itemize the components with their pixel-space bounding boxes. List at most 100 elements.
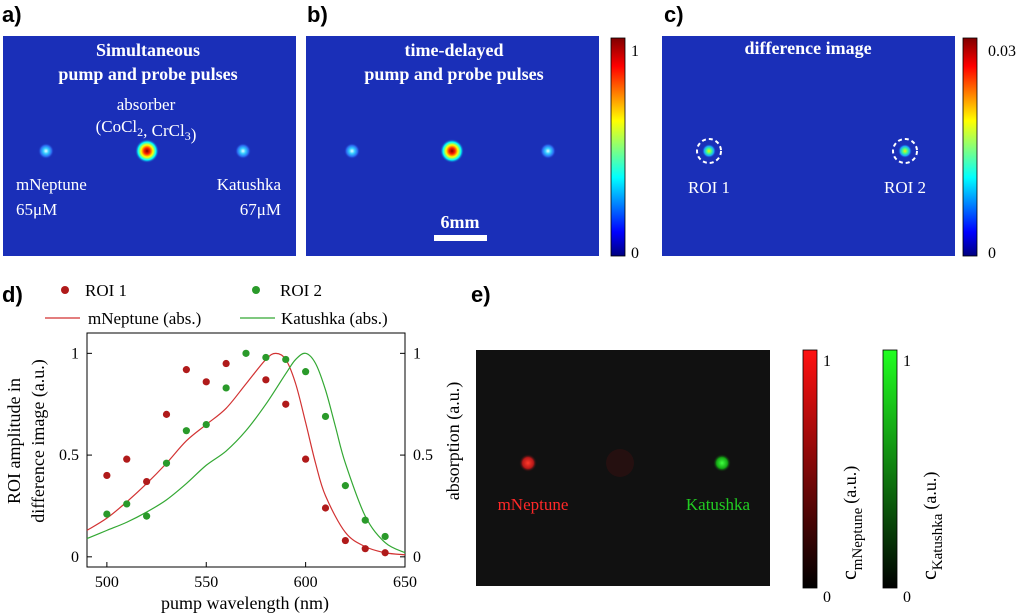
series-1-point-8 [262, 353, 270, 362]
series-1-point-2 [143, 512, 151, 520]
colorbar-e2-symbol: c [916, 570, 941, 580]
series-1-point-1 [123, 500, 131, 508]
spot-katushka-a [235, 143, 251, 159]
roi1-label: ROI 1 [688, 178, 730, 197]
spot-absorber-a [135, 139, 159, 163]
colorbar-e1-sub: mNeptune [850, 507, 866, 570]
legend-roi2-marker [252, 286, 260, 294]
colorbar-c [962, 37, 978, 257]
panel-b: b) time-delayed pump and probe pulses 6m… [306, 2, 639, 262]
y-tick-label-0: 0 [71, 549, 79, 566]
panel-a-title-1: Simultaneous [96, 40, 200, 60]
series-line-3 [86, 352, 406, 554]
legend-katushka: Katushka (abs.) [281, 309, 388, 328]
colorbar-e1-max: 1 [823, 353, 831, 370]
legend-roi1: ROI 1 [85, 281, 127, 300]
x-tick-label-0: 500 [95, 574, 119, 591]
spot-mneptune-b [344, 143, 360, 159]
colorbar-b-min: 0 [631, 245, 639, 262]
y-axis-label-1: ROI amplitude in [4, 378, 24, 504]
y2-tick-label-1: 0.5 [413, 447, 433, 464]
y-axis-label-2: difference image (a.u.) [28, 359, 49, 523]
y2-tick-label-0: 0 [413, 549, 421, 566]
katushka-conc-a: 67μM [240, 200, 281, 219]
katushka-name-a: Katushka [217, 175, 282, 194]
spot-absorber-e [606, 449, 634, 477]
panel-a: a) Simultaneous pump and probe pulses ab… [2, 2, 296, 256]
roi2-circle [892, 138, 918, 164]
colorbar-e2-max: 1 [903, 353, 911, 370]
panel-e-label: e) [471, 282, 491, 307]
panel-d-label: d) [2, 282, 23, 307]
series-1-point-4 [182, 427, 190, 435]
series-1-point-5 [202, 420, 210, 429]
series-0-point-7 [262, 376, 270, 384]
colorbar-e1-min: 0 [823, 589, 831, 606]
series-0-point-5 [202, 378, 210, 386]
spot-roi1 [702, 144, 716, 158]
series-0-point-9 [302, 455, 310, 463]
panel-b-title-2: pump and probe pulses [364, 64, 543, 84]
series-0-point-6 [222, 359, 230, 368]
mneptune-name-a: mNeptune [16, 175, 87, 194]
series-0-point-0 [103, 471, 111, 480]
series-0-point-11 [341, 536, 349, 545]
colorbar-b [610, 37, 626, 257]
spot-mneptune-a [38, 143, 54, 159]
plot-area [86, 332, 406, 568]
series-1-point-12 [341, 482, 349, 490]
series-0-point-8 [282, 400, 290, 408]
colorbar-c-min: 0 [988, 245, 996, 262]
panel-e: e) mNeptune Katushka 1 0 cmNeptune(a.u.)… [471, 282, 946, 606]
colorbar-b-max: 1 [631, 43, 639, 60]
y2-axis-label: absorption (a.u.) [443, 382, 464, 500]
series-0-point-2 [143, 477, 151, 486]
panel-b-label: b) [307, 2, 328, 27]
y2-tick-label-2: 1 [413, 345, 421, 362]
panel-c: c) difference image ROI 1 ROI 2 0.03 0 [662, 2, 1016, 262]
colorbar-e1-symbol: c [836, 570, 861, 580]
katushka-name-e: Katushka [686, 495, 751, 514]
panel-d: d) ROI 1 ROI 2 mNeptune (abs.) Katushka … [2, 281, 464, 613]
series-1-point-6 [222, 384, 230, 392]
series-0-point-4 [182, 366, 190, 374]
panel-b-title-1: time-delayed [405, 40, 504, 60]
spot-katushka-e [713, 454, 731, 472]
panel-c-title: difference image [744, 38, 871, 58]
spot-katushka-b [540, 143, 556, 159]
chart-plot: 500 550 600 650 0 0.5 1 0 0.5 1 [59, 332, 433, 591]
roi2-label: ROI 2 [884, 178, 926, 197]
series-1-point-7 [242, 349, 250, 357]
roi1-circle [696, 138, 722, 164]
series-0-point-10 [321, 504, 330, 512]
colorbar-e-katushka [882, 349, 898, 589]
series-1-point-0 [103, 510, 111, 518]
series-1-point-10 [302, 368, 310, 376]
legend-mneptune: mNeptune (abs.) [88, 309, 201, 328]
x-tick-label-3: 650 [393, 574, 417, 591]
spot-roi2 [898, 144, 912, 158]
scalebar-label: 6mm [441, 212, 480, 232]
panel-a-title-2: pump and probe pulses [58, 64, 237, 84]
series-0-point-3 [162, 410, 171, 418]
colorbar-e2-label: cKatushka (a.u.) [916, 472, 946, 580]
y-tick-label-2: 1 [71, 345, 79, 362]
legend-roi2: ROI 2 [280, 281, 322, 300]
mneptune-conc-a: 65μM [16, 200, 57, 219]
spot-absorber-b [440, 139, 464, 163]
spot-mneptune-e [519, 454, 537, 472]
series-1-point-14 [381, 532, 389, 541]
series-0-point-12 [361, 545, 369, 553]
series-0-point-13 [381, 549, 389, 557]
scalebar [434, 235, 487, 241]
series-0-point-1 [123, 455, 131, 463]
series-line-2 [86, 352, 406, 556]
series-1-point-9 [282, 355, 290, 364]
absorber-formula: (CoCl2, CrCl3) [96, 117, 197, 144]
legend-roi1-marker [61, 286, 69, 294]
x-tick-label-1: 550 [194, 574, 218, 591]
mneptune-name-e: mNeptune [498, 495, 569, 514]
colorbar-e2-unit: (a.u.) [920, 472, 941, 510]
colorbar-e1-label: cmNeptune (a.u.) [836, 466, 866, 580]
